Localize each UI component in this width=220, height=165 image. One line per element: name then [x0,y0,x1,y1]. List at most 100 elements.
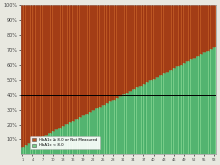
Bar [175,66,179,154]
Bar [179,65,182,154]
Bar [162,5,165,73]
Bar [112,5,115,100]
Bar [206,5,209,51]
Bar [169,70,172,154]
Bar [48,133,51,154]
Bar [51,5,54,131]
Bar [115,98,118,154]
Bar [145,5,149,82]
Bar [209,5,212,49]
Bar [41,5,44,136]
Bar [54,5,58,129]
Bar [75,119,78,154]
Bar [64,5,68,124]
Bar [41,136,44,154]
Bar [21,147,24,154]
Bar [68,122,71,154]
Bar [78,5,81,117]
Bar [71,5,75,121]
Bar [68,5,71,122]
Bar [37,5,41,138]
Bar [165,72,169,154]
Bar [185,5,189,61]
Legend: HbA1c ≥ 8.0 or Not Measured, HbA1c < 8.0: HbA1c ≥ 8.0 or Not Measured, HbA1c < 8.0 [30,136,100,149]
Bar [212,5,216,47]
Bar [115,5,118,98]
Bar [84,5,88,114]
Bar [31,5,34,142]
Bar [91,110,95,154]
Bar [105,5,108,103]
Bar [199,5,202,54]
Bar [61,126,64,154]
Bar [108,101,112,154]
Bar [48,5,51,133]
Bar [179,5,182,65]
Bar [192,58,196,154]
Bar [209,49,212,154]
Bar [28,5,31,143]
Bar [152,79,155,154]
Bar [95,5,98,108]
Bar [51,131,54,154]
Bar [71,121,75,154]
Bar [175,5,179,66]
Bar [192,5,196,58]
Bar [202,5,206,52]
Bar [101,105,105,154]
Bar [132,89,135,154]
Bar [128,91,132,154]
Bar [98,107,101,154]
Bar [165,5,169,72]
Bar [112,100,115,154]
Bar [105,103,108,154]
Bar [135,87,138,154]
Bar [58,5,61,128]
Bar [142,5,145,84]
Bar [148,5,152,80]
Bar [24,145,28,154]
Bar [138,86,142,154]
Bar [142,84,145,154]
Bar [172,5,175,68]
Bar [91,5,95,110]
Bar [78,117,81,154]
Bar [199,54,202,154]
Bar [101,5,105,105]
Bar [155,77,159,154]
Bar [122,94,125,154]
Bar [135,5,138,87]
Bar [162,73,165,154]
Bar [64,124,68,154]
Bar [75,5,78,119]
Bar [61,5,64,126]
Bar [159,75,162,154]
Bar [54,129,58,154]
Bar [81,5,84,115]
Bar [128,5,132,91]
Bar [24,5,28,145]
Bar [132,5,135,89]
Bar [148,80,152,154]
Bar [189,59,192,154]
Bar [88,112,91,154]
Bar [138,5,142,86]
Bar [202,52,206,154]
Bar [122,5,125,94]
Bar [34,140,37,154]
Bar [37,138,41,154]
Bar [81,115,84,154]
Bar [189,5,192,59]
Bar [95,108,98,154]
Bar [155,5,159,77]
Bar [31,142,34,154]
Bar [28,143,31,154]
Bar [125,5,128,93]
Bar [58,128,61,154]
Bar [206,51,209,154]
Bar [108,5,112,101]
Bar [169,5,172,70]
Bar [152,5,155,79]
Bar [34,5,37,140]
Bar [212,47,216,154]
